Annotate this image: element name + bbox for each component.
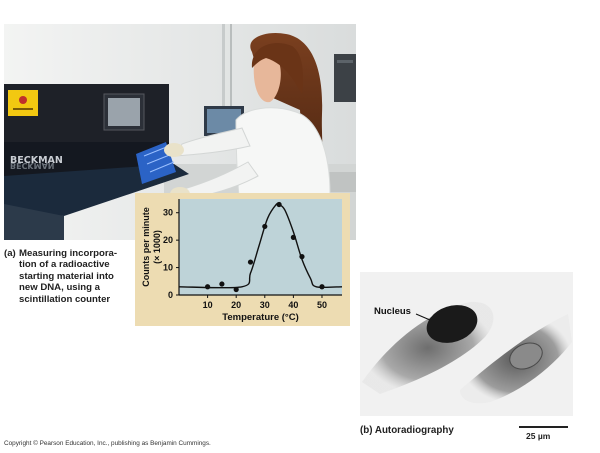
data-point <box>219 281 225 287</box>
caption-a-line: tion of a radioactive <box>19 259 110 271</box>
x-tick-label: 50 <box>317 300 327 310</box>
x-axis-label: Temperature (°C) <box>222 312 298 323</box>
x-tick-label: 20 <box>231 300 241 310</box>
unlabeled-nucleus <box>509 342 543 370</box>
caption-a: (a) Measuring incorpora- tion of a radio… <box>4 248 144 305</box>
x-tick-label: 40 <box>288 300 298 310</box>
plot-area <box>179 199 342 295</box>
caption-a-label: (a) <box>4 248 16 259</box>
data-point <box>319 284 325 290</box>
beckman-logo: BECKMAN <box>10 155 63 166</box>
data-point <box>262 223 268 230</box>
wall-equipment <box>334 54 356 102</box>
x-tick-label: 10 <box>203 300 213 310</box>
caption-b: (b) Autoradiography <box>360 425 454 436</box>
data-point <box>247 259 254 265</box>
caption-a-line: starting material into <box>19 270 114 282</box>
scale-bar <box>519 426 568 428</box>
copyright-notice: Copyright © Pearson Education, Inc., pub… <box>4 440 211 447</box>
y-tick-label: 20 <box>163 235 173 245</box>
autoradiograph-image: Nucleus <box>360 272 573 416</box>
beckman-logo-reflection: BECKMAN <box>10 161 54 170</box>
scale-label: 25 µm <box>526 431 551 441</box>
temperature-chart: 10 20 30 40 50 0 10 20 30 Counts per minute (× 1… <box>141 199 343 323</box>
caption-a-line: scintillation counter <box>19 293 111 305</box>
data-point <box>290 234 296 240</box>
labeled-nucleus <box>426 305 478 343</box>
chart-panel: 10 20 30 40 50 0 10 20 30 Counts per minute (× 1… <box>135 193 350 326</box>
y-tick-label: 10 <box>163 263 173 273</box>
cell-micrograph <box>360 272 573 416</box>
y-tick-label: 0 <box>168 290 173 300</box>
data-point <box>276 201 282 208</box>
caption-a-line: new DNA, using a <box>19 282 101 294</box>
x-tick-label: 30 <box>260 300 270 310</box>
data-point <box>204 284 211 290</box>
y-tick-label: 30 <box>163 208 173 218</box>
y-axis-unit: (× 1000) <box>152 230 162 264</box>
nucleus-label: Nucleus <box>374 306 411 317</box>
data-point <box>299 254 305 260</box>
caption-a-line: Measuring incorpora- <box>19 248 118 259</box>
data-point <box>233 286 239 293</box>
y-axis-label: Counts per minute <box>141 207 151 287</box>
axes <box>178 199 342 296</box>
